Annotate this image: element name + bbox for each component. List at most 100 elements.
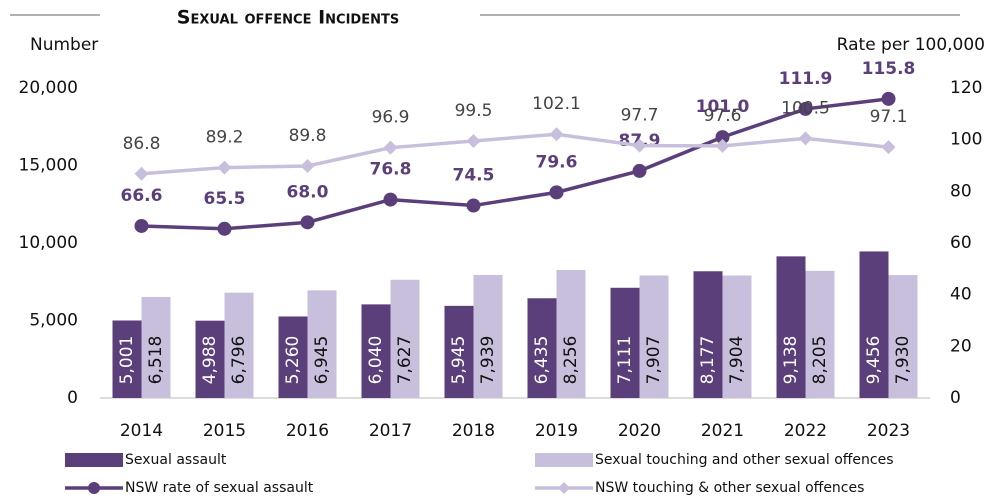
y-tick-label: 0 [67, 388, 78, 408]
bar [307, 290, 337, 398]
marker [300, 159, 315, 174]
bar [639, 275, 669, 398]
bar-value-label: 9,138 [781, 336, 801, 385]
line-value-label: 97.1 [870, 107, 908, 127]
line-value-label: 89.2 [206, 128, 244, 148]
line-value-label: 66.6 [121, 186, 163, 206]
y2-tick-label: 0 [950, 388, 961, 408]
y-tick-label: 10,000 [19, 233, 78, 253]
bar [390, 279, 420, 398]
marker [798, 131, 813, 146]
marker [217, 221, 232, 236]
marker [632, 163, 647, 178]
marker [466, 198, 481, 213]
x-tick-label: 2015 [203, 421, 246, 441]
marker [632, 138, 647, 153]
marker [134, 166, 149, 181]
line-value-label: 76.8 [370, 160, 412, 180]
bar-value-label: 8,177 [698, 336, 718, 385]
bar-value-label: 7,930 [893, 336, 913, 385]
line-value-label: 101.0 [696, 97, 750, 117]
bar [444, 305, 474, 398]
line [141, 97, 889, 231]
line [141, 132, 889, 176]
bar-value-label: 7,904 [727, 336, 747, 385]
bar-value-label: 5,260 [283, 336, 303, 385]
bar-value-label: 6,796 [229, 336, 249, 385]
bar [112, 320, 142, 398]
marker [881, 91, 896, 106]
bar-value-label: 4,988 [200, 336, 220, 385]
bar-value-label: 6,435 [532, 336, 552, 385]
bar-value-label: 8,205 [810, 336, 830, 385]
legend-label: Sexual touching and other sexual offence… [595, 452, 894, 468]
bar [693, 271, 723, 398]
bar-value-label: 8,256 [561, 336, 581, 385]
line-value-label: 68.0 [287, 182, 329, 202]
bar [722, 275, 752, 398]
line-value-label: 79.6 [536, 152, 578, 172]
bar [610, 287, 640, 398]
bar [141, 296, 171, 398]
marker [383, 192, 398, 207]
line-value-label: 74.5 [453, 166, 495, 186]
marker [549, 185, 564, 200]
y2-tick-label: 100 [950, 130, 982, 150]
bar-value-label: 6,040 [366, 336, 386, 385]
legend-label: Sexual assault [125, 452, 227, 468]
bar [527, 298, 557, 398]
bar-value-label: 7,907 [644, 336, 664, 385]
y-tick-label: 15,000 [19, 156, 78, 176]
x-tick-label: 2018 [452, 421, 495, 441]
bar-value-label: 5,945 [449, 336, 469, 385]
chart-title: Sexual offence Incidents [177, 7, 399, 29]
legend-marker [558, 482, 570, 494]
y-axis-label: Number [30, 35, 98, 55]
bar-value-label: 7,627 [395, 336, 415, 385]
marker [300, 215, 315, 230]
legend-swatch [65, 453, 123, 467]
marker [798, 101, 813, 116]
bar-value-label: 6,945 [312, 336, 332, 385]
marker [383, 140, 398, 155]
bar [473, 274, 503, 398]
bar [859, 251, 889, 398]
x-tick-label: 2023 [867, 421, 910, 441]
line-value-label: 100.5 [781, 98, 830, 118]
y-tick-label: 20,000 [19, 78, 78, 98]
legend-marker [88, 482, 100, 494]
x-tick-label: 2020 [618, 421, 661, 441]
bar [278, 316, 308, 398]
line-value-label: 97.6 [704, 106, 742, 126]
bar [556, 270, 586, 398]
marker [715, 138, 730, 153]
line-value-label: 97.7 [621, 106, 659, 126]
bar [776, 256, 806, 398]
line-value-label: 86.8 [123, 134, 161, 154]
bar [361, 304, 391, 398]
marker [715, 130, 730, 145]
bar [888, 275, 918, 398]
x-tick-label: 2022 [784, 421, 827, 441]
marker [881, 140, 896, 155]
line-value-label: 102.1 [532, 94, 581, 114]
line-value-label: 96.9 [372, 108, 410, 128]
bar-value-label: 9,456 [864, 336, 884, 385]
marker [466, 133, 481, 148]
y2-tick-label: 20 [950, 336, 972, 356]
line-value-label: 99.5 [455, 101, 493, 121]
marker [549, 127, 564, 142]
bar-value-label: 5,001 [117, 336, 137, 385]
bar [805, 270, 835, 398]
bar-value-label: 6,518 [146, 336, 166, 385]
x-tick-label: 2014 [120, 421, 163, 441]
line-value-label: 115.8 [862, 59, 916, 79]
y-tick-label: 5,000 [29, 311, 78, 331]
y2-tick-label: 120 [950, 78, 982, 98]
x-tick-label: 2021 [701, 421, 744, 441]
legend-label: NSW touching & other sexual offences [595, 480, 864, 496]
legend-swatch [535, 453, 593, 467]
y2-tick-label: 80 [950, 181, 972, 201]
bar [195, 320, 225, 398]
